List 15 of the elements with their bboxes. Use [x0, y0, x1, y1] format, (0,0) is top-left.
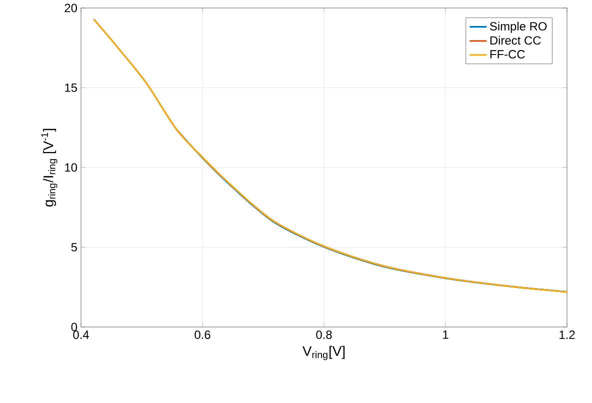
x-tick-label: 1: [443, 330, 448, 339]
x-tick-label: 0.6: [194, 330, 210, 339]
legend-label: Simple RO: [490, 22, 547, 33]
x-tick-label: 0.8: [316, 330, 332, 339]
y-tick-label: 15: [65, 84, 77, 92]
legend-label: Direct CC: [490, 36, 541, 45]
y-tick-label: 5: [71, 243, 77, 252]
x-tick-label: 1.2: [560, 330, 575, 339]
y-tick-label: 10: [65, 163, 78, 172]
legend-label: FF-CC: [490, 50, 525, 58]
y-tick-label: 0: [71, 322, 78, 332]
y-axis-title: g$_{ring}$/I$_{ring}$ [V$^{-1}$]: [41, 128, 58, 207]
x-axis-title: V$_{ring}$[V]: [302, 346, 345, 360]
y-tick-label: 20: [64, 4, 78, 12]
x-tick-label: 0.4: [73, 330, 89, 339]
